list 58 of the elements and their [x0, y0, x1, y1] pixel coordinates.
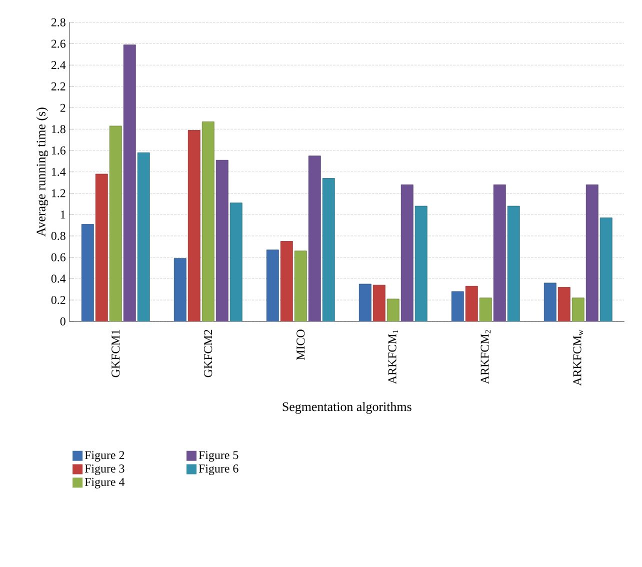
- bar: [294, 250, 307, 322]
- bar: [322, 178, 335, 322]
- bar: [479, 298, 492, 322]
- y-tick-label: 1: [60, 210, 66, 219]
- y-tick-label: 0.8: [51, 232, 66, 240]
- bar: [137, 152, 150, 322]
- bar: [109, 126, 122, 322]
- y-tick-label: 1.4: [52, 168, 66, 176]
- y-tick-label: 2: [60, 104, 66, 112]
- bar: [358, 284, 372, 322]
- x-tick-label: ARKFCM$_{2}$: [480, 330, 490, 384]
- x-tick-label: GKFCM1: [112, 330, 120, 378]
- x-tick-label: GKFCM2: [204, 330, 212, 378]
- legend-label: Figure 4: [84, 478, 125, 488]
- bar: [202, 121, 214, 322]
- y-tick-label: 0.6: [51, 253, 66, 262]
- y-tick-label: 0.4: [51, 274, 66, 283]
- bar: [386, 298, 400, 322]
- bar: [230, 202, 242, 322]
- y-tick-label: 2.2: [51, 82, 66, 90]
- bar: [465, 286, 478, 322]
- bar: [558, 287, 570, 322]
- legend-label: Figure 2: [84, 451, 124, 462]
- y-tick-label: 0: [60, 317, 66, 326]
- y-tick-label: 2.4: [51, 61, 66, 70]
- x-tick-label: ARKFCM$_{1}$: [388, 330, 398, 384]
- bar: [451, 291, 464, 322]
- bar: [174, 258, 186, 322]
- bar: [266, 250, 279, 322]
- y-tick-label: 0.2: [51, 296, 66, 304]
- bar: [188, 130, 200, 322]
- bar: [493, 184, 506, 322]
- bar: [544, 282, 556, 322]
- bar: [572, 298, 584, 322]
- y-tick-label: 2.6: [51, 40, 66, 48]
- y-tick-label: 2.8: [51, 18, 66, 26]
- x-axis-title: Segmentation algorithms: [282, 402, 412, 414]
- bar: [81, 224, 94, 322]
- bar: [372, 284, 386, 322]
- legend-label: Figure 6: [198, 464, 238, 476]
- bar: [600, 218, 612, 322]
- bar: [507, 206, 520, 322]
- x-tick-label: ARKFCM$_{w}$: [573, 330, 584, 386]
- bar: [123, 44, 136, 322]
- x-tick-label: MICO: [296, 330, 305, 360]
- y-tick-label: 1.2: [52, 189, 66, 198]
- y-tick-label: 1.8: [52, 125, 66, 134]
- y-axis-title: Average running time (s): [36, 108, 48, 237]
- bar: [95, 174, 108, 322]
- bar: [414, 206, 428, 322]
- bar: [400, 184, 414, 322]
- bar: [308, 156, 321, 322]
- legend-label: Figure 3: [84, 464, 124, 476]
- legend-label: Figure 5: [198, 451, 238, 462]
- bar: [216, 160, 228, 322]
- y-tick-label: 1.6: [52, 146, 66, 155]
- bar: [280, 241, 293, 322]
- bar: [586, 184, 598, 322]
